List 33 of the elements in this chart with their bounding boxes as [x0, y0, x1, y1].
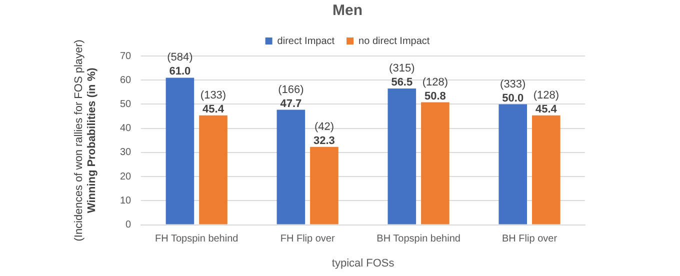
- data-label: (166) 47.7: [278, 84, 304, 110]
- y-tick-label: 40: [120, 123, 132, 134]
- y-tick-label: 10: [120, 195, 132, 206]
- bar: [388, 88, 416, 224]
- data-label: (128) 50.8: [422, 76, 448, 102]
- bar: [276, 110, 306, 224]
- data-label: (42) 32.3: [314, 120, 335, 147]
- bar: [199, 115, 228, 224]
- x-tick-label: FH Flip over: [280, 234, 336, 245]
- y-tick-label: 0: [126, 220, 132, 231]
- data-label: (584) 61.0: [167, 52, 193, 78]
- data-label: (128) 45.4: [533, 89, 560, 116]
- y-tick-label: 20: [120, 171, 132, 182]
- chart-title: Men: [332, 2, 362, 20]
- y-axis-title: (Incidences of won rallies for FOS player) Winning Probabilities (in %): [73, 40, 98, 242]
- y-tick-label: 50: [120, 98, 132, 110]
- x-tick-label: FH Topspin behind: [155, 234, 238, 245]
- bar: [421, 102, 450, 224]
- y-tick-label: 60: [120, 74, 132, 86]
- data-label: (315) 56.5: [389, 62, 415, 89]
- legend-label: direct Impact: [277, 36, 335, 47]
- y-tick-label: 70: [120, 50, 132, 62]
- bar: [310, 146, 338, 224]
- data-label: (333) 50.0: [500, 78, 526, 104]
- bar: [532, 115, 560, 224]
- x-tick-label: BH Topspin behind: [376, 234, 460, 245]
- data-label: (133) 45.4: [200, 89, 226, 116]
- legend-label: no direct Impact: [358, 36, 430, 47]
- x-tick-label: BH Flip over: [502, 234, 558, 245]
- x-axis-title: typical FOSs: [332, 257, 395, 270]
- bar: [166, 78, 194, 224]
- bar: [498, 104, 528, 224]
- y-tick-label: 30: [120, 147, 132, 158]
